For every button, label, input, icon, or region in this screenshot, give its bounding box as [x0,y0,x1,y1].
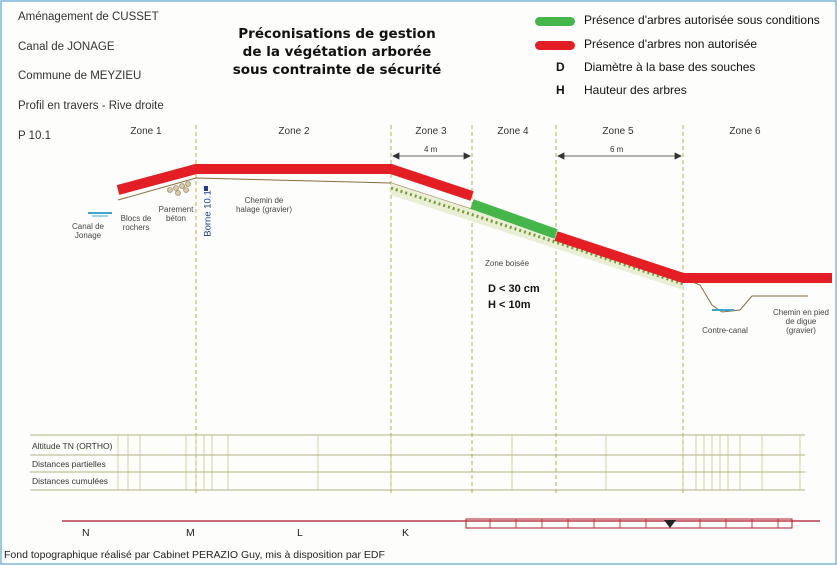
contre-canal-label: Contre-canal [702,326,748,335]
table-ticks [117,435,801,490]
rock [175,190,181,196]
legend-green-label: Présence d'arbres autorisée sous conditi… [584,13,820,27]
height-constraint: H < 10m [488,299,531,311]
marker-label: N [82,527,90,539]
profile-position-marker [664,520,676,528]
legend-h-letter: H [556,83,565,97]
table-row-label: Altitude TN (ORTHO) [32,441,113,451]
marker-label: K [402,527,410,539]
title-line: Préconisations de gestion [238,26,436,42]
table-row-label: Distances partielles [32,459,106,469]
reference-segment [465,518,793,529]
legend-d-letter: D [556,60,565,74]
zone-label: Zone 6 [729,126,761,137]
legend-green-swatch [535,17,575,26]
legend-d-label: Diamètre à la base des souches [584,60,756,74]
legend-h-label: Hauteur des arbres [584,83,687,97]
zone-label: Zone 5 [602,126,634,137]
info-line: Aménagement de CUSSET [18,11,159,23]
info-line: Canal de JONAGE [18,41,115,53]
arrowhead [557,152,565,160]
wooded-slope-texture [390,186,684,286]
band-authorized-conditions [470,199,558,239]
rock [183,187,189,193]
arrowhead [392,152,400,160]
zone-label: Zone 2 [278,126,310,137]
band-not-authorized-2 [554,231,832,283]
reference-ticks [489,519,779,528]
marker-label: L [297,527,303,539]
legend-red-label: Présence d'arbres non autorisée [584,37,758,51]
dimension-arrows [392,152,682,160]
info-line: Profil en travers - Rive droite [18,100,164,112]
canal-label: Canal de Jonage [71,222,105,240]
zone-label: Zone 3 [415,126,447,137]
chemin-halage-label: Chemin de halage (gravier) [235,196,293,214]
profile-id: P 10.1 [18,130,52,142]
blocs-label: Blocs de rochers [120,214,152,232]
dimension-label-zone3: 4 m [424,145,438,154]
rock [185,181,191,187]
arrowhead [674,152,682,160]
zone-boisee-label: Zone boisée [484,259,530,268]
marker-label: M [186,527,195,539]
parement-label: Parement béton [158,205,194,223]
table-row-label: Distances cumulées [32,476,109,486]
table-lines [30,434,805,491]
rock-blocks [167,181,191,196]
title-line: de la végétation arborée [242,44,432,60]
rock [179,183,185,189]
borne-label: Borne 10.1 [202,190,214,237]
band-not-authorized-1 [116,164,474,201]
dimension-label-zone5: 6 m [610,145,624,154]
zone-separators [195,125,684,495]
zone-label: Zone 4 [497,126,529,137]
title-line: sous contrainte de sécurité [232,62,442,78]
borne-marker [204,186,208,191]
info-line: Commune de MEYZIEU [18,70,142,82]
chemin-pied-label: Chemin en pied de digue (gravier) [772,308,830,335]
arrowhead [463,152,471,160]
ground-profile-line [117,177,808,313]
rock [167,187,173,193]
zone-label: Zone 1 [130,126,162,137]
wooded-slope-fill [391,183,683,290]
legend-red-swatch [535,41,575,50]
rock [173,185,179,191]
footer-credit: Fond topographique réalisé par Cabinet P… [4,549,385,561]
diameter-constraint: D < 30 cm [488,283,540,295]
